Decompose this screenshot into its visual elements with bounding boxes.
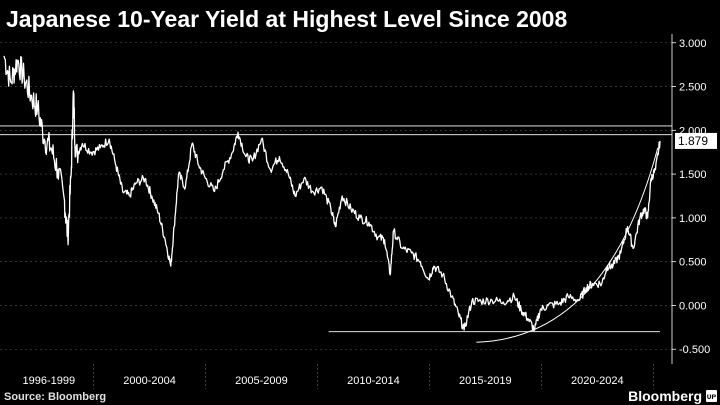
y-tick-label: 3.000: [679, 38, 707, 50]
brand-logo: Bloomberg ᴜᴘ: [628, 388, 717, 404]
x-axis-labels: 1996-1999 2000-2004 2005-2009 2010-2014 2015…: [22, 375, 623, 387]
y-tick-label: 2.500: [679, 82, 707, 94]
trend-curve: [476, 147, 659, 343]
x-period-label: 2005-2009: [235, 375, 288, 387]
last-value-box: [675, 132, 717, 149]
brand-name: Bloomberg: [628, 388, 702, 404]
last-value-label: 1.879: [675, 132, 717, 149]
y-tick-label: 0.000: [679, 300, 707, 312]
y-tick-label: 1.500: [679, 169, 707, 181]
x-period-label: 2000-2004: [123, 375, 176, 387]
y-tick-label: 0.500: [679, 257, 707, 269]
chart-plot: 3.0002.5002.0001.5001.0000.5000.000-0.50…: [0, 34, 717, 389]
y-tick-label: 1.000: [679, 213, 707, 225]
chart-title: Japanese 10-Year Yield at Highest Level …: [6, 6, 568, 32]
y-tick-label: -0.500: [679, 344, 710, 356]
last-value-text: 1.879: [678, 134, 708, 148]
gridlines: [0, 42, 672, 350]
brand-mark-icon: ᴜᴘ: [706, 390, 717, 402]
x-period-label: 2015-2019: [459, 375, 512, 387]
x-period-label: 2010-2014: [347, 375, 400, 387]
x-period-dividers: [93, 364, 654, 389]
source-note: Source: Bloomberg: [4, 391, 107, 403]
x-period-label: 2020-2024: [571, 375, 624, 387]
x-period-label: 1996-1999: [22, 375, 75, 387]
reference-lines: [0, 125, 672, 333]
yield-line: [3, 55, 661, 332]
y-axis-ticks: 3.0002.5002.0001.5001.0000.5000.000-0.50…: [671, 34, 710, 364]
